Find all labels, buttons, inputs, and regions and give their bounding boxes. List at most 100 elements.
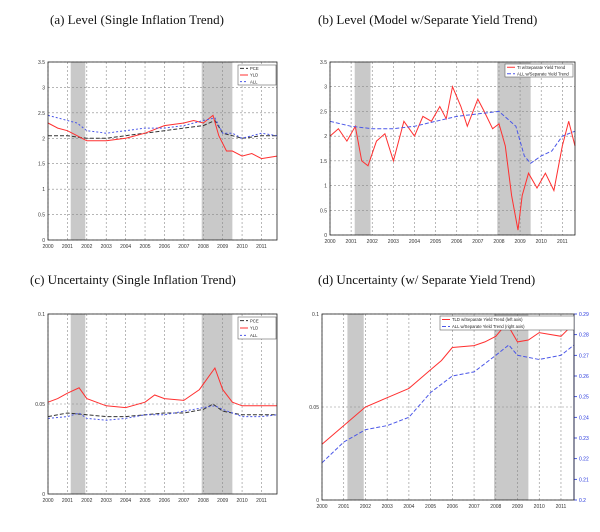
x-tick-label: 2010 xyxy=(237,244,248,250)
legend-label: TI w/Separate Yield Trend xyxy=(517,65,566,70)
y-tick-label: 2 xyxy=(42,136,45,142)
y-tick-label: 0.5 xyxy=(38,213,45,219)
x-tick-label: 2011 xyxy=(256,498,267,504)
y2-tick-label: 0.28 xyxy=(579,333,589,339)
legend-label: PCE xyxy=(250,318,259,323)
x-tick-label: 2002 xyxy=(81,498,92,504)
chart-title: (a) Level (Single Inflation Trend) xyxy=(50,12,225,27)
y-tick-label: 3 xyxy=(324,85,327,91)
x-tick-label: 2010 xyxy=(534,504,545,510)
x-tick-label: 2001 xyxy=(62,498,73,504)
chart-b: 0 0.5 1 1.5 2 2.5 3 3.5 2000 2001 2002 2003 2004 2005… xyxy=(320,60,576,245)
x-tick-label: 2007 xyxy=(469,504,480,510)
series-line xyxy=(329,85,576,231)
x-tick-label: 2001 xyxy=(338,504,349,510)
legend-box xyxy=(237,64,277,86)
x-tick-label: 2009 xyxy=(217,244,228,250)
legend-label: ALL xyxy=(250,79,258,84)
x-tick-label: 2008 xyxy=(490,504,501,510)
x-tick-label: 2007 xyxy=(178,498,189,504)
series-line xyxy=(321,322,575,445)
x-tick-label: 2011 xyxy=(557,239,568,245)
y-tick-label: 1 xyxy=(324,184,327,190)
legend-label: ALL w/Separate Yield Trend (right axis) xyxy=(452,324,525,329)
y-tick-label: 2.5 xyxy=(320,109,327,115)
y-tick-label: 3.5 xyxy=(38,60,45,66)
plot-frame xyxy=(329,61,576,236)
x-tick-label: 2002 xyxy=(367,239,378,245)
y2-tick-label: 0.26 xyxy=(579,374,589,380)
panel-b: (b) Level (Model w/Separate Yield Trend)… xyxy=(300,0,600,262)
y-tick-label: 1.5 xyxy=(320,159,327,165)
x-tick-label: 2000 xyxy=(324,239,335,245)
y-tick-label: 3 xyxy=(42,85,45,91)
chart-title: (c) Uncertainty (Single Inflation Trend) xyxy=(30,272,236,287)
legend-box xyxy=(504,63,574,78)
x-tick-label: 2004 xyxy=(120,498,131,504)
y2-tick-label: 0.23 xyxy=(579,436,589,442)
plot-frame xyxy=(47,61,278,241)
x-tick-label: 2004 xyxy=(120,244,131,250)
x-tick-label: 2006 xyxy=(447,504,458,510)
x-tick-label: 2010 xyxy=(237,498,248,504)
x-tick-label: 2003 xyxy=(382,504,393,510)
x-tick-label: 2003 xyxy=(101,498,112,504)
y-tick-label: 1.5 xyxy=(38,162,45,168)
y2-tick-label: 0.2 xyxy=(579,498,586,504)
x-tick-label: 2001 xyxy=(346,239,357,245)
y2-tick-label: 0.29 xyxy=(579,312,589,318)
x-tick-label: 2008 xyxy=(198,498,209,504)
legend-label: ALL w/Separate Yield Trend xyxy=(517,71,569,76)
x-tick-label: 2002 xyxy=(360,504,371,510)
y-tick-label: 0.5 xyxy=(320,208,327,214)
x-tick-label: 2008 xyxy=(493,239,504,245)
y-tick-label: 0 xyxy=(324,233,327,239)
plot-frame xyxy=(321,313,575,501)
x-tick-label: 2009 xyxy=(515,239,526,245)
y-tick-label: 0.1 xyxy=(38,312,45,318)
x-tick-label: 2005 xyxy=(139,244,150,250)
panel-c: (c) Uncertainty (Single Inflation Trend)… xyxy=(0,262,300,532)
y-tick-label: 1 xyxy=(42,187,45,193)
x-tick-label: 2003 xyxy=(101,244,112,250)
y-tick-label: 0 xyxy=(42,238,45,244)
x-tick-label: 2009 xyxy=(217,498,228,504)
y-tick-label: 0.05 xyxy=(35,402,45,408)
x-tick-label: 2007 xyxy=(472,239,483,245)
y2-tick-label: 0.22 xyxy=(579,457,589,463)
x-tick-label: 2000 xyxy=(42,244,53,250)
x-tick-label: 2006 xyxy=(451,239,462,245)
y-tick-label: 2 xyxy=(324,134,327,140)
x-tick-label: 2005 xyxy=(425,504,436,510)
x-tick-label: 2004 xyxy=(403,504,414,510)
x-tick-label: 2006 xyxy=(159,244,170,250)
x-tick-label: 2005 xyxy=(139,498,150,504)
y-tick-label: 3.5 xyxy=(320,60,327,66)
recession-band xyxy=(354,62,371,235)
panel-d: (d) Uncertainty (w/ Separate Yield Trend… xyxy=(300,262,600,532)
legend-label: PCE xyxy=(250,66,259,71)
x-tick-label: 2011 xyxy=(256,244,267,250)
legend-box xyxy=(237,316,277,340)
y-tick-label: 0 xyxy=(42,492,45,498)
plot-frame xyxy=(47,313,278,495)
y-tick-label: 0 xyxy=(316,498,319,504)
legend-label: YLD xyxy=(250,73,258,78)
legend-label: TLD w/Separate Yield Trend (left axis) xyxy=(452,317,523,322)
x-tick-label: 2004 xyxy=(409,239,420,245)
chart-title: (d) Uncertainty (w/ Separate Yield Trend… xyxy=(318,272,536,287)
x-tick-label: 2000 xyxy=(316,504,327,510)
x-tick-label: 2006 xyxy=(159,498,170,504)
series-line xyxy=(48,119,277,139)
x-tick-label: 2007 xyxy=(178,244,189,250)
legend-label: YLD xyxy=(250,326,258,331)
series-line xyxy=(47,405,278,421)
chart-title: (b) Level (Model w/Separate Yield Trend) xyxy=(318,12,538,27)
series-line xyxy=(329,110,576,164)
series-line xyxy=(47,114,278,160)
x-tick-label: 2001 xyxy=(62,244,73,250)
y-tick-label: 0.05 xyxy=(309,405,319,411)
chart-a: 0 0.5 1 1.5 2 2.5 3 3.5 2000 2001 2002 2003 2004 2005… xyxy=(38,60,278,250)
panel-a: (a) Level (Single Inflation Trend) 0 0.5 1… xyxy=(0,0,300,262)
x-tick-label: 2005 xyxy=(430,239,441,245)
